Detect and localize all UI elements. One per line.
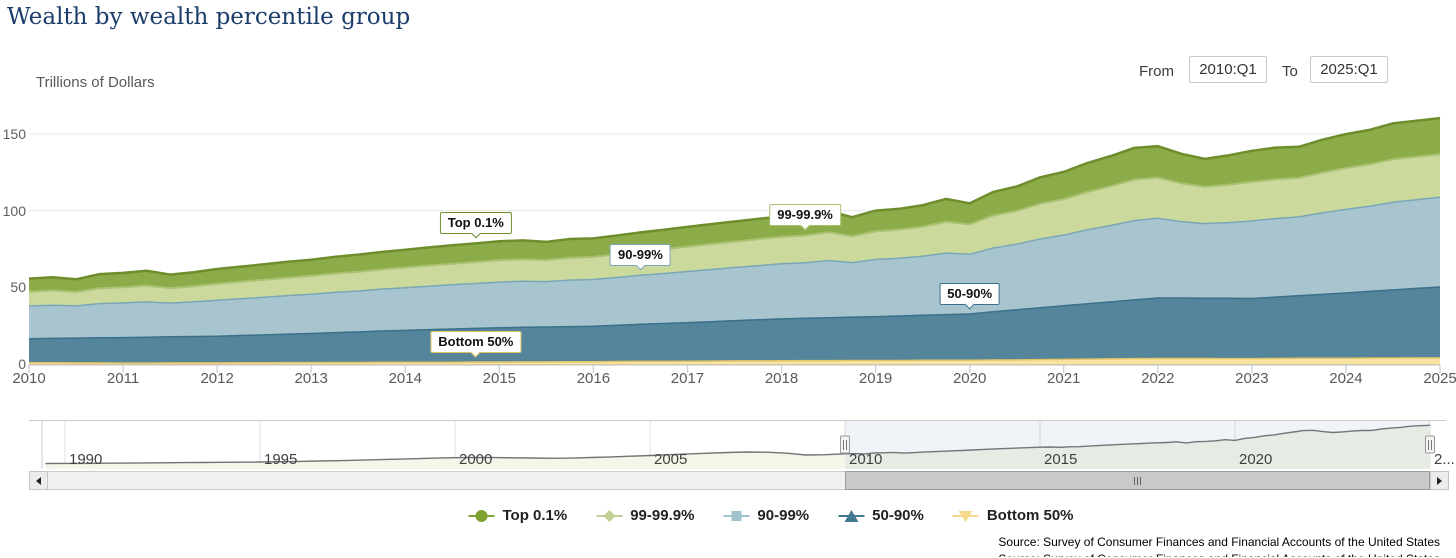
plot-area[interactable]	[29, 105, 1440, 365]
x-tick-label: 2024	[1329, 370, 1363, 387]
legend-marker-triangle-down-icon	[952, 510, 979, 522]
legend-item-Top 0.1%[interactable]: Top 0.1%	[466, 507, 567, 524]
grip-icon	[1137, 476, 1138, 485]
x-tick-label: 2022	[1141, 370, 1175, 387]
legend-item-90-99%[interactable]: 90-99%	[721, 507, 809, 524]
source-note-clipped: Source: Survey of Consumer Finances and …	[998, 552, 1440, 557]
to-label: To	[1282, 63, 1298, 80]
grip-icon	[1140, 476, 1141, 485]
series-label-50-90%: 50-90%	[939, 282, 1001, 310]
legend-marker-triangle-up-icon	[838, 509, 865, 522]
legend-item-Bottom 50%[interactable]: Bottom 50%	[951, 507, 1074, 524]
x-tick-label: 2015	[482, 370, 517, 387]
x-tick-label: 2011	[106, 370, 140, 387]
legend: Top 0.1% 99-99.9% 90-99% 50-90% Bottom 5…	[466, 507, 1074, 524]
navigator-tick-label: 2015	[1044, 451, 1078, 468]
x-tick-label: 2020	[952, 370, 987, 387]
navigator-line	[45, 424, 1431, 465]
navigator-handle-left[interactable]	[840, 435, 850, 454]
series-label-Bottom 50%: Bottom 50%	[430, 331, 522, 358]
series-label-99-99.9%: 99-99.9%	[769, 204, 841, 231]
scrollbar-thumb[interactable]	[845, 471, 1430, 490]
legend-label: Bottom 50%	[986, 507, 1074, 524]
page-title: Wealth by wealth percentile group	[7, 4, 411, 30]
right-arrow-icon	[1437, 476, 1442, 485]
edge-90-99%	[28, 196, 1441, 307]
y-axis-title: Trillions of Dollars	[36, 74, 155, 91]
y-tick-label: 50	[10, 279, 26, 296]
navigator-selected-range[interactable]	[845, 421, 1430, 469]
navigator-tick-label: 2010	[849, 451, 883, 468]
y-tick-label: 150	[2, 125, 26, 142]
left-arrow-icon	[36, 476, 41, 485]
grip-icon	[1134, 476, 1135, 485]
legend-label: 90-99%	[757, 507, 810, 524]
from-date-input[interactable]	[1189, 56, 1267, 83]
legend-item-99-99.9%[interactable]: 99-99.9%	[594, 507, 694, 524]
legend-label: 50-90%	[872, 507, 924, 524]
x-tick-label: 2021	[1047, 370, 1081, 387]
x-tick-label: 2017	[670, 370, 705, 387]
navigator-tick-label: 1990	[69, 451, 103, 468]
x-tick-label: 2013	[294, 370, 328, 387]
edge-Top 0.1%	[28, 116, 1441, 281]
area-50-90%	[29, 287, 1440, 364]
x-tick-label: 2018	[764, 370, 799, 387]
navigator-tick-label: 2020	[1239, 451, 1273, 468]
edge-Bottom 50%	[29, 357, 1440, 364]
series-label-Top 0.1%: Top 0.1%	[439, 212, 512, 239]
legend-item-50-90%[interactable]: 50-90%	[836, 507, 924, 524]
x-tick-label: 2019	[858, 370, 893, 387]
scrollbar-right-button[interactable]	[1430, 471, 1449, 490]
source-note: Source: Survey of Consumer Finances and …	[998, 535, 1440, 549]
navigator-tick-label: 2005	[654, 451, 688, 468]
series-label-90-99%: 90-99%	[610, 244, 671, 271]
x-tick-label: 2012	[200, 370, 234, 387]
x-tick-label: 2025	[1423, 370, 1456, 387]
legend-label: Top 0.1%	[502, 507, 568, 524]
edge-99-99.9%	[28, 153, 1441, 293]
legend-marker-square-icon	[723, 510, 750, 521]
navigator-tick-label: 2000	[459, 451, 493, 468]
to-date-input[interactable]	[1310, 56, 1388, 83]
scrollbar-left-button[interactable]	[29, 471, 48, 490]
x-tick-label: 2014	[388, 370, 422, 387]
edge-50-90%	[28, 286, 1441, 340]
legend-marker-diamond-icon	[596, 509, 623, 522]
legend-label: 99-99.9%	[630, 507, 695, 524]
x-tick-label: 2016	[576, 370, 611, 387]
navigator-handle-right[interactable]	[1425, 435, 1435, 454]
navigator-tick-label: 2...	[1434, 451, 1455, 468]
y-tick-label: 100	[2, 202, 26, 219]
from-label: From	[1139, 63, 1174, 80]
x-tick-label: 2023	[1235, 370, 1269, 387]
range-selector: From To	[1139, 56, 1399, 84]
x-tick-label: 2010	[12, 370, 46, 387]
navigator-area	[45, 425, 1430, 469]
legend-marker-circle-icon	[468, 509, 495, 522]
navigator-tick-label: 1995	[264, 451, 298, 468]
y-tick-label: 0	[18, 356, 26, 372]
